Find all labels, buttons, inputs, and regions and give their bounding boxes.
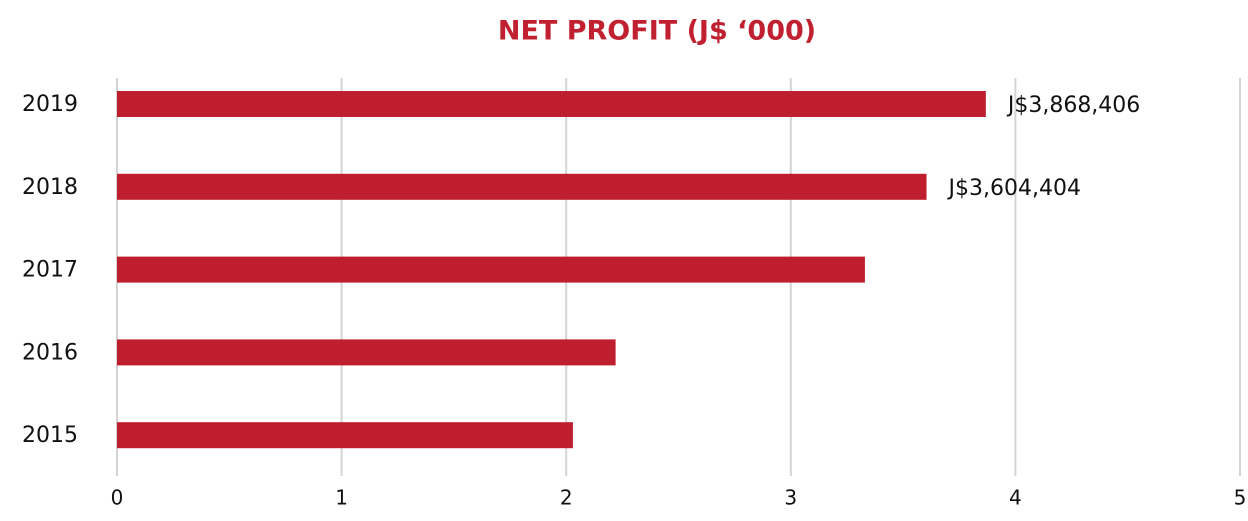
y-tick-label: 2015 [22,423,78,448]
x-tick-label: 5 [1234,486,1247,510]
value-label: J$3,868,406 [1006,93,1140,118]
bar [117,173,927,200]
bar [117,256,865,283]
y-tick-label: 2016 [22,340,78,365]
value-label: J$3,604,404 [947,176,1081,201]
y-tick-label: 2017 [22,258,78,283]
bar [117,339,616,366]
x-tick-label: 0 [111,486,124,510]
x-tick-label: 2 [560,486,573,510]
bar [117,91,986,117]
x-tick-label: 4 [1009,486,1022,510]
bar [117,422,573,449]
x-tick-label: 3 [784,486,797,510]
chart-title: NET PROFIT (J$ ‘000) [498,16,816,47]
y-tick-label: 2018 [22,175,78,200]
x-tick-label: 1 [335,486,348,510]
y-tick-label: 2019 [22,92,78,117]
